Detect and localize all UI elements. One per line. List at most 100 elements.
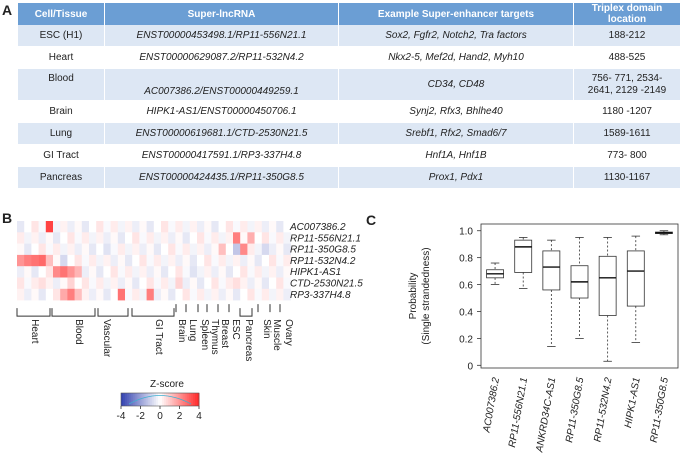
tissue-label: Muscle bbox=[271, 319, 282, 351]
heatmap-cell bbox=[125, 266, 133, 278]
heatmap-cell bbox=[269, 243, 277, 256]
heatmap-cell bbox=[182, 277, 191, 290]
heatmap-cell bbox=[161, 232, 169, 244]
heatmap-cell bbox=[182, 288, 191, 301]
tissue-label: Lung bbox=[187, 319, 198, 341]
heatmap-cell bbox=[67, 277, 75, 290]
colorbar-swatch bbox=[144, 393, 147, 406]
heatmap-cell bbox=[103, 277, 111, 290]
heatmap-cell bbox=[38, 277, 47, 290]
heatmap-cell bbox=[189, 232, 198, 244]
heatmap-cell bbox=[182, 221, 191, 233]
heatmap-cell bbox=[53, 243, 61, 256]
tissue-label: Ovary bbox=[283, 319, 294, 346]
heatmap-cell bbox=[189, 243, 198, 256]
heatmap-cell bbox=[24, 232, 32, 244]
heatmap-cell bbox=[211, 288, 219, 301]
heatmap-cell bbox=[81, 232, 90, 244]
heatmap-cell bbox=[45, 221, 54, 233]
super-lncrna-table: Cell/Tissue Super-lncRNA Example Super-e… bbox=[18, 3, 681, 189]
table-row: ESC (H1) ENST00000453498.1/RP11-556N21.1… bbox=[18, 25, 681, 47]
heatmap-cell bbox=[218, 232, 227, 244]
heatmap-cell bbox=[261, 277, 270, 290]
colorbar-swatch bbox=[140, 393, 143, 406]
table-cell: Srebf1, Rfx2, Smad6/7 bbox=[338, 122, 574, 145]
heatmap-cell bbox=[89, 288, 97, 301]
table-cell: Prox1, Pdx1 bbox=[338, 166, 574, 189]
table-cell: GI Tract bbox=[18, 144, 105, 167]
heatmap-cell bbox=[110, 277, 119, 290]
heatmap-cell bbox=[146, 254, 155, 267]
heatmap-cell bbox=[53, 232, 61, 244]
heatmap-cell bbox=[96, 266, 104, 278]
colorbar-swatch bbox=[158, 393, 161, 406]
heatmap-cell bbox=[168, 277, 176, 290]
heatmap-cell bbox=[168, 254, 176, 267]
heatmap-cell bbox=[276, 232, 284, 244]
heatmap-cell bbox=[283, 243, 291, 256]
heatmap-cell bbox=[247, 277, 255, 290]
heatmap-cell bbox=[261, 254, 270, 267]
table-cell: ENST00000629087.2/RP11-532N4.2 bbox=[104, 46, 339, 69]
heatmap-cell bbox=[125, 232, 133, 244]
heatmap-cell bbox=[261, 221, 270, 233]
heatmap-cell bbox=[153, 277, 162, 290]
heatmap-row-label: AC007386.2 bbox=[289, 222, 346, 233]
heatmap-cell bbox=[153, 266, 162, 278]
heatmap-cell bbox=[283, 277, 291, 290]
heatmap-cell bbox=[67, 266, 75, 278]
heatmap-cell bbox=[269, 232, 277, 244]
heatmap-cell bbox=[204, 266, 212, 278]
tissue-label: Heart bbox=[29, 319, 40, 344]
heatmap-cell bbox=[225, 243, 234, 256]
heatmap-cell bbox=[254, 254, 263, 267]
colorbar-swatch bbox=[146, 393, 149, 406]
colorbar-swatch bbox=[171, 393, 175, 406]
heatmap-cell bbox=[38, 243, 47, 256]
table-cell: Brain bbox=[18, 100, 105, 123]
heatmap-cell bbox=[146, 243, 155, 256]
colorbar-swatch bbox=[134, 393, 137, 406]
heatmap-cell bbox=[132, 277, 140, 290]
heatmap-cell bbox=[17, 221, 25, 233]
heatmap-row-label: RP3-337H4.8 bbox=[290, 290, 351, 301]
heatmap-cell bbox=[125, 254, 133, 267]
table-cell: 1130-1167 bbox=[573, 166, 681, 189]
colorbar-swatch bbox=[126, 393, 130, 406]
heatmap-cell bbox=[225, 221, 234, 233]
heatmap-cell bbox=[117, 288, 126, 301]
heatmap-cell bbox=[247, 254, 255, 267]
heatmap-cell bbox=[211, 266, 219, 278]
table-cell: Hnf1A, Hnf1B bbox=[338, 144, 574, 167]
heatmap-cell bbox=[276, 254, 284, 267]
colorbar-swatch bbox=[128, 393, 132, 406]
heatmap-cell bbox=[269, 254, 277, 267]
heatmap-cell bbox=[31, 243, 39, 256]
table-cell: ENST00000619681.1/CTD-2530N21.5 bbox=[104, 122, 339, 145]
heatmap-cell bbox=[211, 254, 219, 267]
colorbar-swatch bbox=[130, 393, 134, 406]
heatmap-cell bbox=[240, 266, 248, 278]
table-cell: Pancreas bbox=[18, 166, 105, 189]
colorbar-swatch bbox=[132, 393, 136, 406]
heatmap-cell bbox=[189, 221, 198, 233]
heatmap-cell bbox=[31, 288, 39, 301]
table-cell: Synj2, Rfx3, Bhlhe40 bbox=[338, 100, 574, 123]
heatmap-cell bbox=[103, 243, 111, 256]
tissue-label: Skin bbox=[261, 319, 272, 338]
heatmap-row-label: RP11-556N21.1 bbox=[290, 233, 361, 244]
heatmap-cell bbox=[254, 266, 263, 278]
heatmap-cell bbox=[139, 254, 147, 267]
heatmap-cell bbox=[204, 288, 212, 301]
colorbar-tick-label: -4 bbox=[117, 411, 126, 422]
heatmap-cell bbox=[261, 288, 270, 301]
heatmap-cell bbox=[168, 221, 176, 233]
heatmap-cell bbox=[146, 277, 155, 290]
heatmap-cell bbox=[110, 288, 119, 301]
heatmap-cell bbox=[38, 232, 47, 244]
heatmap-cell bbox=[96, 243, 104, 256]
heatmap-cell bbox=[31, 221, 39, 233]
heatmap-cell bbox=[17, 288, 25, 301]
heatmap-cell bbox=[81, 288, 90, 301]
heatmap-cell bbox=[139, 221, 147, 233]
